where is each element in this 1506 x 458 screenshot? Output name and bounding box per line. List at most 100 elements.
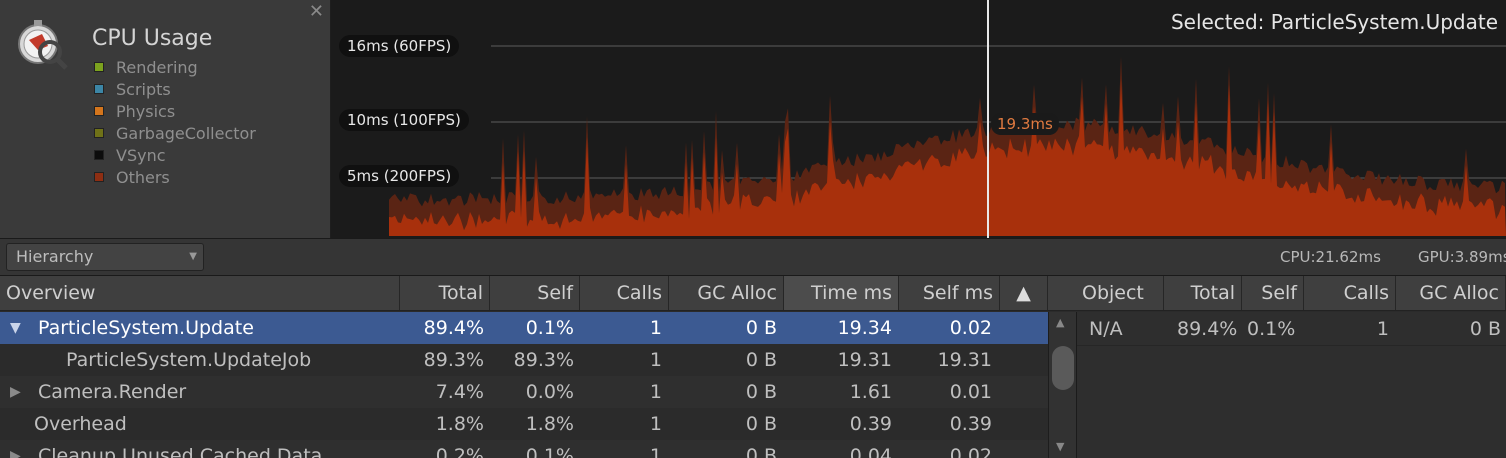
column-object[interactable]: Object xyxy=(1076,276,1164,310)
row-name: Cleanup Unused Cached Data xyxy=(38,445,323,458)
legend-label: Scripts xyxy=(116,79,171,99)
row-self-ms: 0.39 xyxy=(949,413,992,435)
row-calls: 1 xyxy=(1376,318,1389,340)
legend-item-physics[interactable]: Physics xyxy=(94,100,256,122)
legend-item-rendering[interactable]: Rendering xyxy=(94,56,256,78)
timeline-plot xyxy=(389,0,1506,238)
legend: Rendering Scripts Physics GarbageCollect… xyxy=(94,56,256,188)
column-overview[interactable]: Overview xyxy=(0,276,400,310)
selected-sample-label: Selected: ParticleSystem.Update xyxy=(1170,10,1498,34)
hierarchy-header: Overview Total Self Calls GC Alloc Time … xyxy=(0,276,1076,311)
legend-swatch xyxy=(94,106,104,116)
cursor-value-label: 19.3ms xyxy=(991,113,1059,135)
row-self: 0.1% xyxy=(525,317,574,339)
row-gc-alloc: 0 B xyxy=(745,413,777,435)
close-icon[interactable]: ✕ xyxy=(308,1,324,22)
details-toolbar: Hierarchy ▼ CPU:21.62ms GPU:3.89ms xyxy=(0,238,1506,276)
object-details-panel: N/A 89.4% 0.1% 1 0 B xyxy=(1076,312,1506,458)
column-calls[interactable]: Calls xyxy=(1304,276,1396,310)
table-row[interactable]: N/A 89.4% 0.1% 1 0 B xyxy=(1077,312,1506,346)
scroll-up-icon[interactable]: ▲ xyxy=(1056,316,1065,329)
row-name: ParticleSystem.UpdateJob xyxy=(66,349,312,371)
module-title: CPU Usage xyxy=(92,26,213,51)
column-gc-alloc[interactable]: GC Alloc xyxy=(669,276,784,310)
column-total[interactable]: Total xyxy=(400,276,490,310)
table-row[interactable]: Overhead 1.8% 1.8% 1 0 B 0.39 0.39 xyxy=(0,408,1048,440)
scroll-down-icon[interactable]: ▼ xyxy=(1056,440,1065,453)
row-total: 89.4% xyxy=(1177,318,1238,340)
row-name: Camera.Render xyxy=(38,381,187,403)
legend-label: Rendering xyxy=(116,57,198,77)
cpu-time-stat: CPU:21.62ms xyxy=(1280,248,1381,266)
legend-swatch xyxy=(94,150,104,160)
legend-swatch xyxy=(94,84,104,94)
row-total: 89.4% xyxy=(423,317,484,339)
collapsed-triangle-icon[interactable]: ▶ xyxy=(10,448,21,458)
table-row[interactable]: ▶ Cleanup Unused Cached Data 0.2% 0.1% 1… xyxy=(0,440,1048,458)
legend-label: Others xyxy=(116,167,170,187)
row-total: 89.3% xyxy=(423,349,484,371)
hierarchy-rows: ▼ ParticleSystem.Update 89.4% 0.1% 1 0 B… xyxy=(0,312,1048,458)
legend-item-others[interactable]: Others xyxy=(94,166,256,188)
column-gc-alloc[interactable]: GC Alloc xyxy=(1396,276,1506,310)
legend-item-vsync[interactable]: VSync xyxy=(94,144,256,166)
legend-swatch xyxy=(94,62,104,72)
row-calls: 1 xyxy=(649,349,662,371)
row-self: 0.1% xyxy=(525,445,574,458)
row-gc-alloc: 0 B xyxy=(745,317,777,339)
row-time-ms: 19.31 xyxy=(837,349,892,371)
expanded-triangle-icon[interactable]: ▼ xyxy=(10,320,21,336)
column-self[interactable]: Self xyxy=(490,276,580,310)
row-time-ms: 0.04 xyxy=(849,445,892,458)
row-gc-alloc: 0 B xyxy=(745,445,777,458)
legend-swatch xyxy=(94,172,104,182)
cpu-usage-module-panel[interactable]: ✕ CPU Usage Rendering Scripts Physics Ga… xyxy=(0,0,331,238)
view-mode-dropdown[interactable]: Hierarchy ▼ xyxy=(6,243,204,271)
others-area xyxy=(389,79,1506,237)
column-self-ms[interactable]: Self ms xyxy=(899,276,1000,310)
row-calls: 1 xyxy=(649,445,662,458)
legend-item-garbagecollector[interactable]: GarbageCollector xyxy=(94,122,256,144)
warning-column-icon[interactable]: ▲ xyxy=(1000,276,1048,310)
column-self[interactable]: Self xyxy=(1242,276,1304,310)
row-object: N/A xyxy=(1089,318,1123,340)
column-time-ms[interactable]: Time ms xyxy=(784,276,899,310)
reference-label-100fps: 10ms (100FPS) xyxy=(339,109,469,131)
scrollbar-thumb[interactable] xyxy=(1052,346,1074,390)
view-mode-label: Hierarchy xyxy=(16,247,94,266)
row-self-ms: 0.01 xyxy=(949,381,992,403)
table-row[interactable]: ▶ Camera.Render 7.4% 0.0% 1 0 B 1.61 0.0… xyxy=(0,376,1048,408)
legend-label: Physics xyxy=(116,101,176,121)
row-self: 89.3% xyxy=(513,349,574,371)
row-name: ParticleSystem.Update xyxy=(38,317,254,339)
row-total: 7.4% xyxy=(435,381,484,403)
row-time-ms: 0.39 xyxy=(849,413,892,435)
reference-label-200fps: 5ms (200FPS) xyxy=(339,165,460,187)
row-calls: 1 xyxy=(649,317,662,339)
row-self: 0.0% xyxy=(525,381,574,403)
object-details-header: Object Total Self Calls GC Alloc xyxy=(1076,276,1506,311)
column-calls[interactable]: Calls xyxy=(580,276,669,310)
row-gc-alloc: 0 B xyxy=(745,381,777,403)
hierarchy-scrollbar[interactable]: ▲ ▼ xyxy=(1048,312,1076,458)
row-calls: 1 xyxy=(649,413,662,435)
row-gc-alloc: 0 B xyxy=(1469,318,1501,340)
row-total: 1.8% xyxy=(435,413,484,435)
cpu-timeline-graph[interactable]: Selected: ParticleSystem.Update 16ms (60… xyxy=(331,0,1506,238)
gpu-time-stat: GPU:3.89ms xyxy=(1418,248,1506,266)
row-name: Overhead xyxy=(34,413,127,435)
cpu-profiler-stopwatch-icon xyxy=(18,20,68,70)
reference-label-60fps: 16ms (60FPS) xyxy=(339,35,460,57)
row-time-ms: 1.61 xyxy=(849,381,892,403)
legend-swatch xyxy=(94,128,104,138)
legend-label: GarbageCollector xyxy=(116,123,256,143)
table-row[interactable]: ▼ ParticleSystem.Update 89.4% 0.1% 1 0 B… xyxy=(0,312,1048,344)
legend-item-scripts[interactable]: Scripts xyxy=(94,78,256,100)
row-self-ms: 0.02 xyxy=(949,445,992,458)
row-self-ms: 0.02 xyxy=(949,317,992,339)
row-calls: 1 xyxy=(649,381,662,403)
collapsed-triangle-icon[interactable]: ▶ xyxy=(10,384,21,400)
table-row[interactable]: ParticleSystem.UpdateJob 89.3% 89.3% 1 0… xyxy=(0,344,1048,376)
column-total[interactable]: Total xyxy=(1164,276,1242,310)
legend-label: VSync xyxy=(116,145,166,165)
